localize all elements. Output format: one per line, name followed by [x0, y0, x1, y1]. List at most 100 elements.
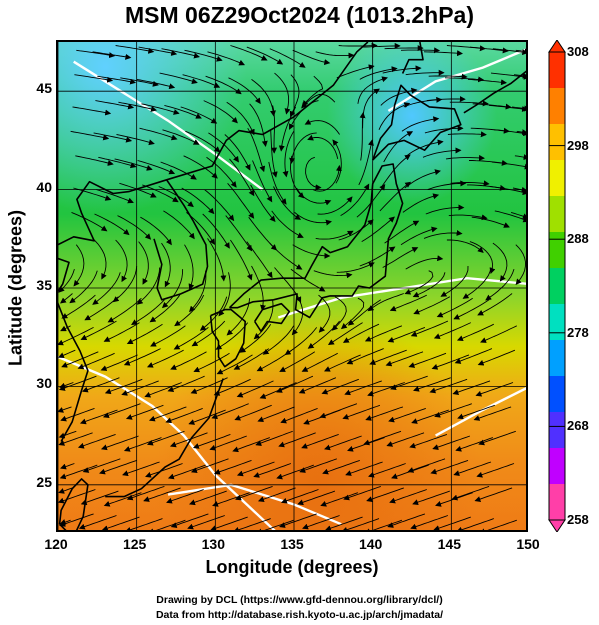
streamline	[422, 147, 462, 158]
streamline	[485, 268, 515, 301]
streamline	[203, 100, 238, 124]
streamline	[213, 459, 252, 475]
streamline	[452, 380, 491, 395]
streamline	[61, 294, 96, 319]
streamline	[251, 265, 266, 311]
streamline	[515, 48, 526, 55]
streamline	[58, 432, 93, 446]
streamline	[407, 458, 446, 473]
streamline	[378, 102, 411, 130]
streamline	[404, 169, 441, 189]
streamline	[142, 184, 179, 203]
streamline	[361, 42, 401, 49]
streamline	[494, 210, 526, 223]
streamline	[400, 226, 438, 246]
streamline	[344, 380, 382, 396]
streamline	[94, 213, 130, 236]
x-tick-140: 140	[358, 536, 383, 552]
streamline	[298, 377, 337, 394]
streamline	[229, 158, 255, 197]
streamline	[96, 189, 134, 204]
streamline	[212, 492, 250, 507]
streamline	[170, 351, 207, 370]
streamline	[338, 42, 378, 49]
streamline	[345, 461, 383, 476]
streamline	[476, 463, 515, 478]
streamline	[58, 487, 73, 494]
contour-line-5	[167, 483, 342, 526]
streamline	[359, 66, 398, 80]
streamline	[384, 45, 424, 52]
streamline	[182, 74, 221, 88]
streamline	[115, 45, 155, 54]
streamline	[137, 160, 176, 175]
streamline	[489, 104, 526, 112]
streamline	[249, 103, 268, 147]
streamline	[204, 189, 235, 222]
streamline	[400, 47, 441, 54]
streamline	[149, 293, 182, 323]
streamline	[58, 349, 76, 359]
streamline	[186, 212, 216, 245]
streamline	[230, 45, 268, 61]
streamline	[236, 461, 275, 477]
streamline	[93, 132, 133, 143]
streamline	[75, 155, 114, 166]
streamline	[255, 430, 293, 446]
streamline	[147, 519, 186, 530]
streamline	[189, 490, 227, 506]
streamline	[301, 433, 339, 449]
streamline	[82, 458, 121, 473]
x-tick-150: 150	[516, 536, 540, 552]
streamline	[59, 293, 73, 304]
streamline	[510, 211, 526, 220]
streamline	[146, 349, 184, 368]
colorbar-segment	[549, 124, 565, 161]
streamline	[411, 409, 449, 424]
streamline	[72, 106, 112, 116]
streamline	[513, 72, 526, 79]
streamline	[402, 193, 440, 213]
streamline	[313, 270, 353, 279]
streamline	[145, 463, 183, 478]
streamline	[434, 403, 472, 418]
colorbar-max-arrow	[548, 40, 566, 53]
streamline	[430, 459, 469, 475]
streamline	[232, 437, 270, 453]
streamline	[138, 46, 178, 56]
streamline	[161, 269, 184, 309]
streamline	[81, 377, 120, 393]
streamline	[412, 490, 450, 506]
streamline	[467, 78, 507, 86]
streamline	[492, 242, 508, 282]
streamline	[252, 160, 273, 203]
streamline	[405, 69, 445, 76]
streamline	[292, 49, 331, 66]
streamline	[327, 322, 363, 346]
streamline	[413, 296, 451, 315]
colorbar-label-268: 268	[567, 418, 589, 434]
streamline	[318, 294, 331, 333]
streamline	[246, 241, 273, 279]
streamline	[256, 519, 294, 530]
streamline	[515, 244, 526, 285]
streamline	[346, 348, 384, 365]
streamline	[271, 210, 304, 238]
streamline	[448, 214, 488, 221]
streamline	[389, 489, 427, 504]
map-plot-area	[56, 40, 528, 532]
streamline	[226, 298, 251, 336]
colorbar-segment	[549, 268, 565, 305]
streamline	[516, 129, 526, 136]
streamline	[410, 320, 449, 337]
streamline	[359, 246, 396, 267]
streamline	[323, 354, 361, 372]
streamline	[453, 461, 492, 476]
streamline	[148, 406, 187, 422]
streamline	[173, 327, 209, 350]
streamline	[102, 403, 141, 419]
streamline	[165, 407, 203, 424]
streamline	[322, 459, 360, 475]
streamline	[205, 75, 242, 95]
streamline	[60, 407, 95, 422]
